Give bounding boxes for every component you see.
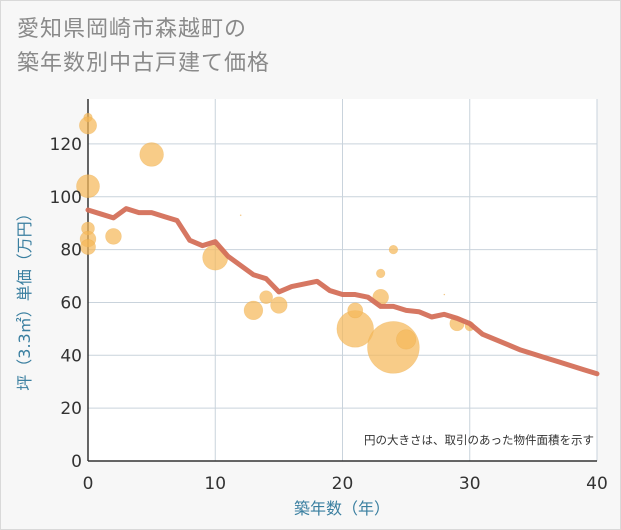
chart-title-line-2: 築年数別中古戸建て価格 [17,51,271,76]
average-line-series [85,206,600,377]
bubble-point-20 [396,329,417,350]
y-axis-label: 坪（3.3㎡）単価（万円） [15,205,34,390]
bubble-point-3 [76,174,100,199]
x-tick-label-40: 40 [586,474,608,494]
x-tick-label-30: 30 [459,474,481,494]
bubble-point-18 [388,244,399,255]
x-tick-label-10: 10 [204,474,226,494]
y-tick-label-80: 80 [60,241,82,261]
grid-lines [88,99,598,461]
bubble-point-21 [443,293,446,296]
x-tick-label-20: 20 [332,474,354,494]
y-tick-label-120: 120 [50,135,82,155]
tick-labels: 0 10 20 30 40 0 20 40 60 80 100 120 [50,135,608,494]
bubble-point-16 [376,268,386,279]
axes [87,99,597,462]
bubble-size-note: 円の大きさは、取引のあった物件面積を示す [364,433,594,447]
chart-title-line-1: 愛知県岡崎市森越町の [17,17,248,42]
chart-title: 愛知県岡崎市森越町の 築年数別中古戸建て価格 [17,13,270,81]
y-tick-label-60: 60 [60,293,82,313]
x-tick-label-0: 0 [83,474,94,494]
y-tick-label-100: 100 [50,188,82,208]
y-tick-label-20: 20 [60,399,82,419]
bubble-point-13 [270,296,288,314]
y-tick-label-40: 40 [60,346,82,366]
bubble-point-2 [79,116,97,135]
average-price-line [85,206,600,377]
bubble-point-8 [139,142,164,167]
bubble-point-6 [80,239,96,255]
bubble-point-11 [243,300,264,321]
bubble-point-7 [105,228,122,245]
y-tick-label-0: 0 [71,452,82,472]
bubble-point-15 [347,302,364,319]
x-axis-label: 築年数（年） [294,499,390,518]
bubble-point-10 [239,214,242,217]
bubble-point-12 [259,290,273,304]
